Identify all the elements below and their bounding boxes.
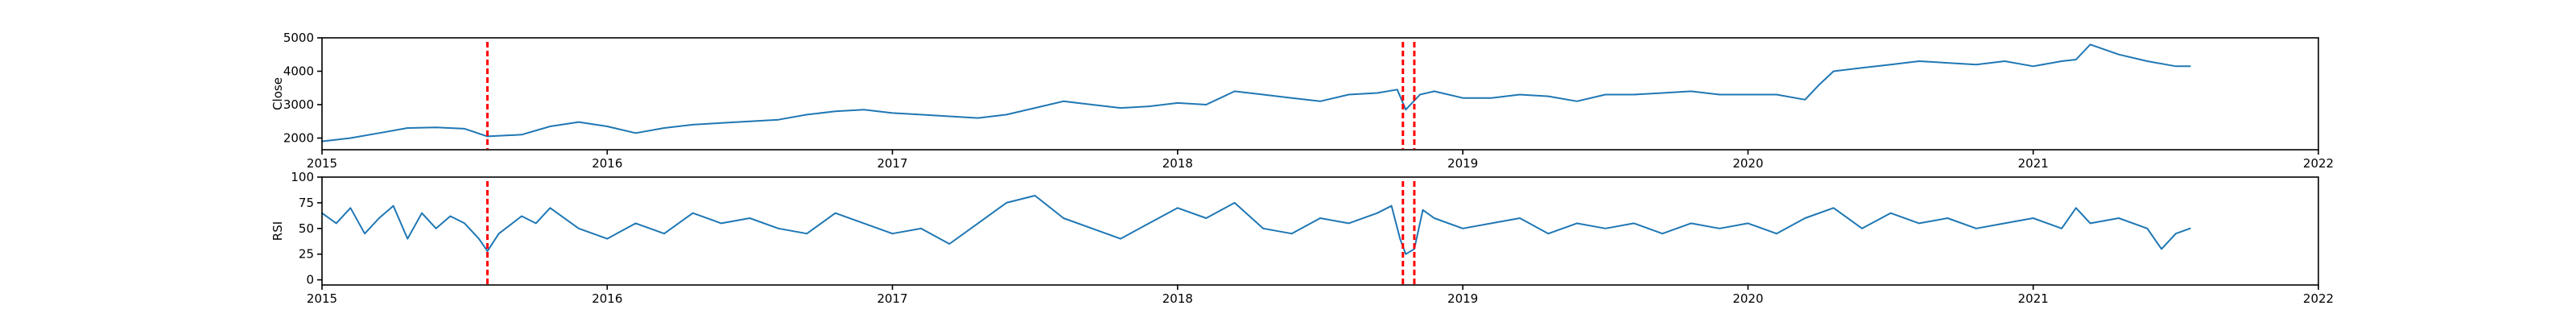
x-tick-label-1-2: 2017 (877, 291, 907, 306)
x-tick-label-0-3: 2018 (1162, 156, 1193, 171)
x-tick-label-0-5: 2020 (1732, 156, 1763, 171)
x-tick-label-1-5: 2020 (1732, 291, 1763, 306)
x-tick-label-1-4: 2019 (1447, 291, 1478, 306)
y-tick-label-1-0: 0 (306, 273, 314, 287)
y-axis-title-0: Close (270, 77, 285, 110)
series-line-0-0 (321, 43, 2191, 142)
x-tick-label-1-1: 2016 (592, 291, 622, 306)
y-tick-label-0-1: 3000 (283, 97, 314, 112)
x-tick-label-0-6: 2021 (2018, 156, 2049, 171)
y-tick-label-0-3: 5000 (283, 31, 314, 45)
x-tick-label-0-7: 2022 (2303, 156, 2334, 171)
chart-panel-0: 2015 2016 2017 2018 2019 2020 2021 2022 2000 3000… (270, 31, 2334, 171)
y-tick-label-1-2: 50 (299, 221, 314, 236)
x-tick-label-0-1: 2016 (592, 156, 622, 171)
y-tick-label-1-3: 75 (299, 196, 314, 210)
y-tick-label-1-4: 100 (291, 170, 314, 184)
axes-frame-1 (321, 176, 2319, 286)
y-tick-label-0-2: 4000 (283, 64, 314, 78)
x-tick-label-1-6: 2021 (2018, 291, 2049, 306)
y-axis-title-1: RSI (270, 221, 285, 241)
y-tick-label-1-1: 25 (299, 247, 314, 262)
x-tick-label-1-3: 2018 (1162, 291, 1193, 306)
x-tick-label-0-4: 2019 (1447, 156, 1478, 171)
y-tick-label-0-0: 2000 (283, 130, 314, 145)
x-tick-label-0-0: 2015 (307, 156, 337, 171)
x-tick-label-1-0: 2015 (307, 291, 337, 306)
series-line-1-0 (321, 195, 2191, 255)
chart-panel-1: 2015 2016 2017 2018 2019 2020 2021 2022 0 25 50 75 1… (270, 170, 2334, 306)
x-tick-label-1-7: 2022 (2303, 291, 2334, 306)
axes-frame-0 (321, 37, 2319, 151)
x-tick-label-0-2: 2017 (877, 156, 907, 171)
